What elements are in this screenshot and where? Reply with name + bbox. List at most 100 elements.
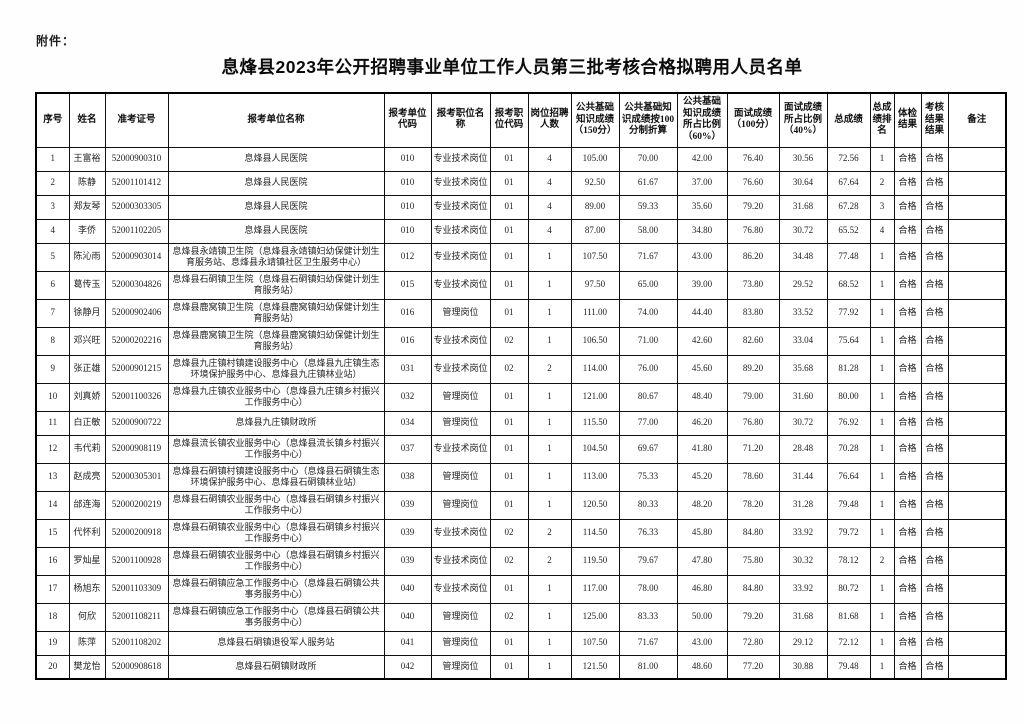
table-cell: 韦代莉 <box>68 434 106 464</box>
table-cell: 管理岗位 <box>430 382 491 412</box>
table-cell: 010 <box>383 194 432 220</box>
table-cell: 02 <box>489 546 529 576</box>
table-cell: 1 <box>869 382 895 412</box>
table-cell: 1 <box>869 298 895 328</box>
table-cell: 104.50 <box>570 434 620 464</box>
table-cell: 012 <box>383 242 432 272</box>
table-cell: 合格 <box>920 574 949 604</box>
table-cell: 46.80 <box>676 574 728 604</box>
table-cell: 50.00 <box>676 602 728 632</box>
table-cell: 52001102205 <box>104 218 169 244</box>
table-cell: 114.50 <box>570 518 620 548</box>
table-cell: 52001100326 <box>104 382 169 412</box>
table-cell: 52000202216 <box>104 326 169 356</box>
table-cell: 84.80 <box>726 518 780 548</box>
table-cell: 78.20 <box>726 490 780 520</box>
column-header: 备注 <box>947 92 1007 148</box>
table-cell: 76.60 <box>726 170 780 196</box>
table-cell: 4 <box>527 218 572 244</box>
table-cell <box>947 326 1007 356</box>
table-cell: 1 <box>527 326 572 356</box>
table-cell: 20 <box>35 654 70 680</box>
table-cell: 039 <box>383 518 432 548</box>
table-cell: 02 <box>489 354 529 384</box>
table-cell: 13 <box>35 462 70 492</box>
table-cell: 47.80 <box>676 546 728 576</box>
table-cell: 息烽县永靖镇卫生院（息烽县永靖镇妇幼保健计划生育服务站、息烽县永靖镇社区卫生服务… <box>167 242 385 272</box>
column-header: 报考职位代码 <box>489 92 529 148</box>
table-cell: 81.68 <box>826 602 871 632</box>
table-cell: 16 <box>35 546 70 576</box>
column-header: 公共基础知识成绩所占比例（60%） <box>676 92 728 148</box>
table-cell: 61.67 <box>618 170 678 196</box>
table-cell <box>947 518 1007 548</box>
table-cell: 12 <box>35 434 70 464</box>
table-cell: 01 <box>489 630 529 656</box>
table-cell: 79.48 <box>826 654 871 680</box>
table-cell: 83.33 <box>618 602 678 632</box>
table-cell: 59.33 <box>618 194 678 220</box>
table-cell <box>947 462 1007 492</box>
table-cell: 1 <box>869 354 895 384</box>
table-cell: 48.20 <box>676 490 728 520</box>
table-cell: 合格 <box>920 354 949 384</box>
table-cell: 合格 <box>920 410 949 436</box>
table-cell: 84.80 <box>726 574 780 604</box>
roster-table-head: 序号 姓名 准考证号 报考单位名称 报考单位代码 报考职位名称 报考职位代码 岗位招聘人数 公共… <box>35 92 1007 148</box>
table-cell: 01 <box>489 194 529 220</box>
table-cell: 52000900722 <box>104 410 169 436</box>
table-cell: 121.50 <box>570 654 620 680</box>
table-cell: 1 <box>527 630 572 656</box>
table-row: 16 罗灿星 52001100928 息烽县石硐镇农业服务中心（息烽县石硐镇乡村振兴工… <box>35 546 1007 576</box>
table-cell: 80.72 <box>826 574 871 604</box>
table-cell: 罗灿星 <box>68 546 106 576</box>
table-cell: 01 <box>489 654 529 680</box>
table-cell: 合格 <box>920 518 949 548</box>
table-cell: 107.50 <box>570 242 620 272</box>
table-cell: 息烽县人民医院 <box>167 146 385 172</box>
table-cell: 107.50 <box>570 630 620 656</box>
table-cell: 合格 <box>893 218 922 244</box>
table-cell: 4 <box>869 218 895 244</box>
table-cell: 119.50 <box>570 546 620 576</box>
table-cell: 息烽县石硐镇村镇建设服务中心（息烽县石硐镇生态环境保护服务中心、息烽县石硐镇林业… <box>167 462 385 492</box>
table-cell: 合格 <box>920 490 949 520</box>
table-cell: 01 <box>489 574 529 604</box>
table-cell: 1 <box>527 298 572 328</box>
table-cell: 28.48 <box>778 434 828 464</box>
table-cell: 31.44 <box>778 462 828 492</box>
table-cell <box>947 602 1007 632</box>
table-cell: 合格 <box>893 270 922 300</box>
table-cell: 52000900310 <box>104 146 169 172</box>
table-cell: 专业技术岗位 <box>430 270 491 300</box>
table-cell: 29.12 <box>778 630 828 656</box>
table-cell: 合格 <box>920 602 949 632</box>
column-header: 总成绩 <box>826 92 871 148</box>
table-cell: 7 <box>35 298 70 328</box>
header-row: 序号 姓名 准考证号 报考单位名称 报考单位代码 报考职位名称 报考职位代码 岗位招聘人数 公共… <box>35 92 1007 148</box>
table-cell: 合格 <box>920 194 949 220</box>
table-cell <box>947 546 1007 576</box>
table-cell: 33.52 <box>778 298 828 328</box>
table-cell: 039 <box>383 490 432 520</box>
table-cell: 1 <box>527 462 572 492</box>
table-cell <box>947 146 1007 172</box>
table-cell: 2 <box>869 170 895 196</box>
table-cell: 1 <box>869 490 895 520</box>
table-cell: 息烽县石硐镇退役军人服务站 <box>167 630 385 656</box>
table-cell: 1 <box>527 270 572 300</box>
table-cell: 01 <box>489 298 529 328</box>
table-cell: 71.67 <box>618 242 678 272</box>
table-cell: 专业技术岗位 <box>430 518 491 548</box>
table-cell: 合格 <box>920 382 949 412</box>
table-cell: 81.00 <box>618 654 678 680</box>
table-cell: 02 <box>489 326 529 356</box>
table-cell: 76.64 <box>826 462 871 492</box>
table-cell: 41.80 <box>676 434 728 464</box>
table-cell: 1 <box>35 146 70 172</box>
table-row: 17 杨旭东 52001103309 息烽县石硐镇应急工作服务中心（息烽县石硐镇公共事… <box>35 574 1007 604</box>
table-cell: 2 <box>527 354 572 384</box>
table-cell: 79.00 <box>726 382 780 412</box>
table-cell: 邰连海 <box>68 490 106 520</box>
